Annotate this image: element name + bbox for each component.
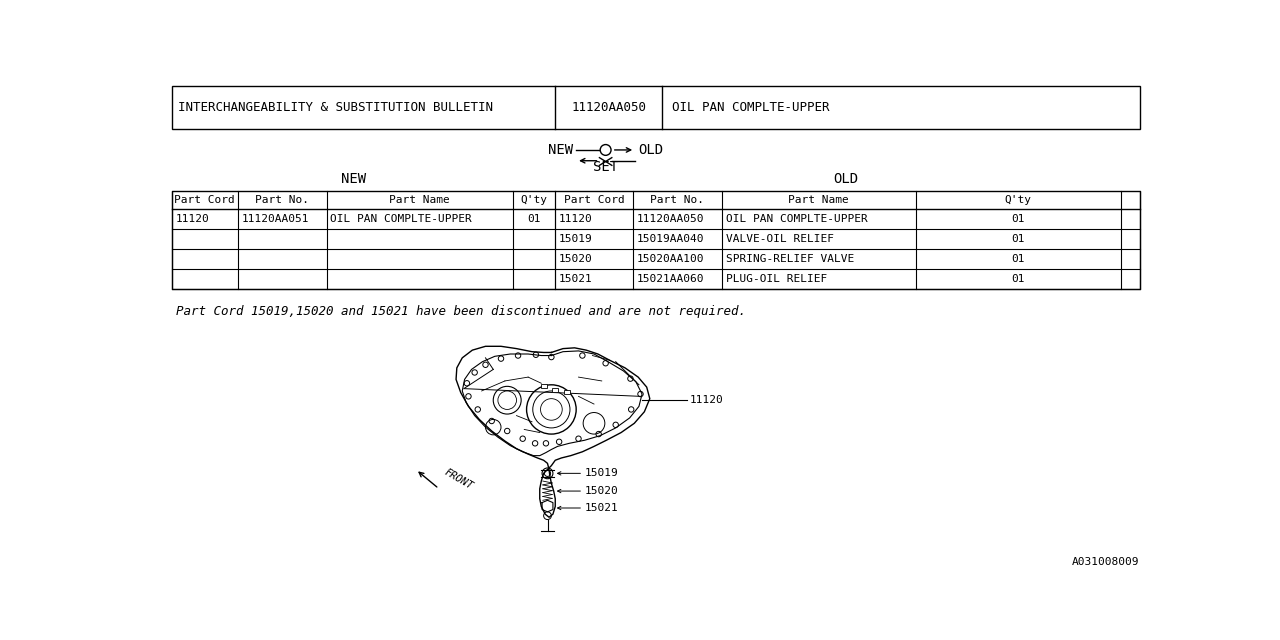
Text: SET: SET — [593, 160, 618, 174]
Text: PLUG-OIL RELIEF: PLUG-OIL RELIEF — [726, 275, 827, 284]
Text: 15020AA100: 15020AA100 — [636, 254, 704, 264]
Bar — [552, 388, 558, 392]
Text: OIL PAN COMPLTE-UPPER: OIL PAN COMPLTE-UPPER — [330, 214, 472, 224]
Text: INTERCHANGEABILITY & SUBSTITUTION BULLETIN: INTERCHANGEABILITY & SUBSTITUTION BULLET… — [178, 101, 493, 114]
Text: 15019: 15019 — [585, 468, 618, 478]
Bar — [172, 86, 1140, 129]
Text: Part No.: Part No. — [255, 195, 308, 205]
Text: Q'ty: Q'ty — [1005, 195, 1032, 205]
Text: NEW: NEW — [548, 143, 573, 157]
Text: A031008009: A031008009 — [1071, 557, 1139, 567]
Text: Q'ty: Q'ty — [521, 195, 548, 205]
Text: Part Name: Part Name — [389, 195, 451, 205]
Text: 01: 01 — [1011, 234, 1025, 244]
Bar — [172, 191, 1140, 289]
Text: 15020: 15020 — [585, 486, 618, 496]
Bar — [540, 384, 547, 388]
Text: Part Cord 15019,15020 and 15021 have been discontinued and are not required.: Part Cord 15019,15020 and 15021 have bee… — [175, 305, 745, 318]
Text: Part Cord: Part Cord — [174, 195, 236, 205]
Text: 01: 01 — [1011, 275, 1025, 284]
Text: SPRING-RELIEF VALVE: SPRING-RELIEF VALVE — [726, 254, 854, 264]
Text: OIL PAN COMPLTE-UPPER: OIL PAN COMPLTE-UPPER — [672, 101, 829, 114]
Text: 01: 01 — [1011, 254, 1025, 264]
Text: 15020: 15020 — [559, 254, 593, 264]
Text: 15019AA040: 15019AA040 — [636, 234, 704, 244]
Text: 01: 01 — [1011, 214, 1025, 224]
Text: OLD: OLD — [639, 143, 663, 157]
Text: 15021: 15021 — [585, 503, 618, 513]
Text: Part Cord: Part Cord — [563, 195, 625, 205]
Text: 11120: 11120 — [690, 395, 723, 405]
Text: 01: 01 — [527, 214, 540, 224]
Text: VALVE-OIL RELIEF: VALVE-OIL RELIEF — [726, 234, 833, 244]
Text: NEW: NEW — [342, 172, 366, 186]
Text: 11120AA051: 11120AA051 — [242, 214, 308, 224]
Text: 11120AA050: 11120AA050 — [571, 101, 646, 114]
Text: 11120: 11120 — [175, 214, 209, 224]
Text: OIL PAN COMPLTE-UPPER: OIL PAN COMPLTE-UPPER — [726, 214, 868, 224]
Text: FRONT: FRONT — [443, 467, 475, 491]
Text: 11120: 11120 — [559, 214, 593, 224]
Text: OLD: OLD — [833, 172, 859, 186]
Text: 15019: 15019 — [559, 234, 593, 244]
Text: Part No.: Part No. — [650, 195, 704, 205]
Text: 15021AA060: 15021AA060 — [636, 275, 704, 284]
Bar — [563, 390, 570, 394]
Text: 11120AA050: 11120AA050 — [636, 214, 704, 224]
Text: 15021: 15021 — [559, 275, 593, 284]
Text: Part Name: Part Name — [788, 195, 849, 205]
